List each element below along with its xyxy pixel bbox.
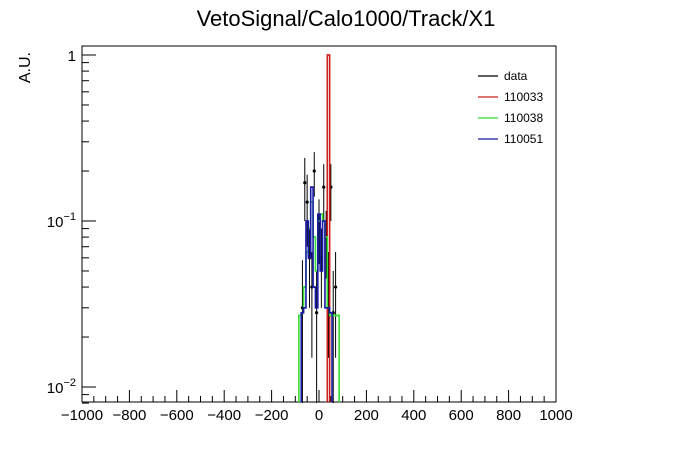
series-layer (298, 54, 340, 404)
x-tick-label: −400 (207, 407, 241, 424)
x-tick-label: 0 (315, 407, 323, 424)
legend-entry: 110038 (504, 111, 543, 125)
x-tick-label: −600 (160, 407, 194, 424)
data-point (303, 181, 307, 185)
series-110033 (326, 54, 331, 402)
data-point (305, 200, 309, 204)
data-point (312, 169, 316, 173)
x-axis: −1000 −800 −600 −400 −200 0 200 400 600 800 1000 (61, 390, 573, 424)
chart-title: VetoSignal/Calo1000/Track/X1 (197, 6, 496, 31)
x-tick-label: 800 (496, 407, 521, 424)
y-tick-label: 10−1 (47, 211, 76, 231)
y-axis: 10−2 10−1 1 (47, 48, 96, 404)
legend-entry: data (504, 69, 528, 83)
data-point (315, 311, 319, 315)
x-tick-label: 600 (449, 407, 474, 424)
data-point (333, 285, 338, 289)
x-tick-label: −200 (255, 407, 289, 424)
y-axis-label: A.U. (17, 52, 34, 83)
legend-entry: 110051 (504, 132, 543, 146)
y-tick-label: 10−2 (47, 377, 76, 397)
x-tick-label: 200 (354, 407, 379, 424)
x-tick-label: −800 (113, 407, 147, 424)
x-tick-label: 1000 (539, 407, 572, 424)
legend[interactable]: data 110033 110038 110051 (478, 69, 543, 146)
x-tick-label: 400 (401, 407, 426, 424)
data-point (322, 185, 326, 189)
x-tick-label: −1000 (61, 407, 103, 424)
y-tick-label: 1 (68, 48, 76, 65)
legend-entry: 110033 (504, 90, 543, 104)
series-110051 (300, 186, 333, 402)
